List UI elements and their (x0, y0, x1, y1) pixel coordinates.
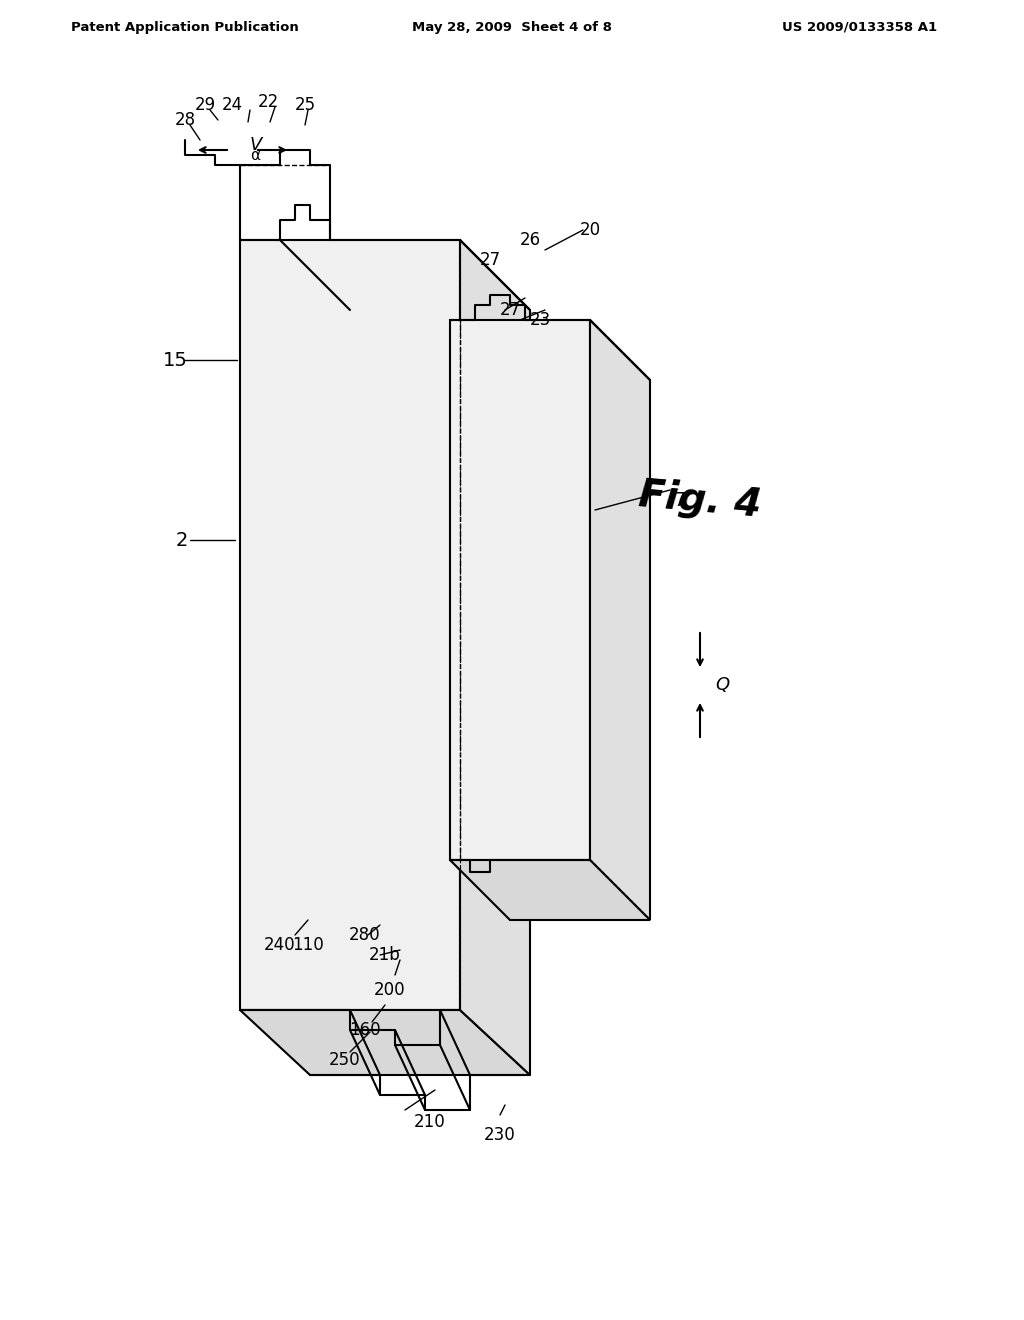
Text: 25: 25 (295, 96, 315, 114)
Text: Q: Q (715, 676, 729, 694)
Text: 110: 110 (292, 936, 324, 954)
Text: 2: 2 (176, 531, 188, 549)
Polygon shape (240, 240, 460, 1010)
Text: 22: 22 (257, 92, 279, 111)
Polygon shape (450, 861, 650, 920)
Text: 29: 29 (195, 96, 216, 114)
Text: 7: 7 (674, 491, 686, 510)
Text: 27: 27 (500, 301, 520, 319)
Text: 28: 28 (174, 111, 196, 129)
Text: 23: 23 (529, 312, 551, 329)
Text: 250: 250 (329, 1051, 360, 1069)
Text: 27: 27 (479, 251, 501, 269)
Text: V: V (250, 136, 262, 154)
Text: Patent Application Publication: Patent Application Publication (71, 21, 299, 33)
Polygon shape (590, 319, 650, 920)
Text: 24: 24 (221, 96, 243, 114)
Text: α: α (250, 148, 260, 162)
Text: 20: 20 (580, 220, 600, 239)
Text: 280: 280 (349, 927, 381, 944)
Polygon shape (460, 240, 530, 1074)
Text: 160: 160 (349, 1020, 381, 1039)
Text: 21b: 21b (369, 946, 400, 964)
Text: 200: 200 (374, 981, 406, 999)
Text: Fig. 4: Fig. 4 (637, 475, 763, 524)
Text: 26: 26 (519, 231, 541, 249)
Text: 240: 240 (264, 936, 296, 954)
Text: May 28, 2009  Sheet 4 of 8: May 28, 2009 Sheet 4 of 8 (412, 21, 612, 33)
Polygon shape (240, 1010, 530, 1074)
Text: US 2009/0133358 A1: US 2009/0133358 A1 (782, 21, 938, 33)
Text: 210: 210 (414, 1113, 445, 1131)
Text: 230: 230 (484, 1126, 516, 1144)
Polygon shape (450, 319, 590, 861)
Text: 15: 15 (163, 351, 187, 370)
